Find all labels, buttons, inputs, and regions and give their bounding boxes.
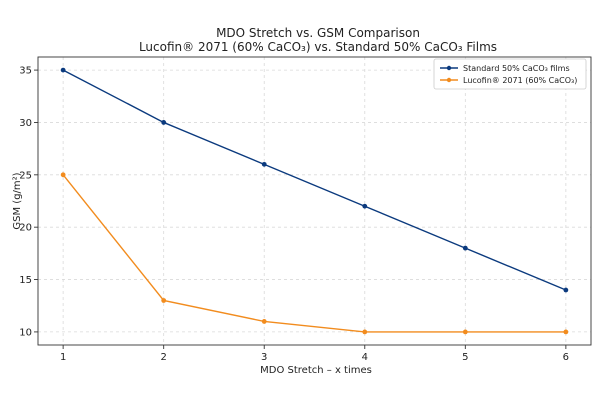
y-tick-label-4: 30 xyxy=(19,118,32,129)
series-0-point-4 xyxy=(462,245,468,251)
series-1-point-4 xyxy=(462,329,468,335)
series-1-point-2 xyxy=(261,319,267,324)
ticks: 1 2 3 4 5 6 10 15 20 25 30 35 xyxy=(19,66,569,363)
series-0-point-2 xyxy=(261,161,267,167)
legend: Standard 50% CaCO₃ films Lucofin® 2071 (6… xyxy=(433,58,587,90)
series-0-point-1 xyxy=(161,120,167,125)
grid xyxy=(38,57,591,345)
series-layer xyxy=(60,67,569,335)
legend-box xyxy=(433,58,587,90)
y-tick-label-1: 15 xyxy=(19,275,32,286)
x-axis-label: MDO Stretch – x times xyxy=(260,365,372,376)
y-tick-label-2: 20 xyxy=(19,223,32,234)
y-tick-label-5: 35 xyxy=(19,66,32,77)
series-1-point-1 xyxy=(161,298,167,303)
axes xyxy=(37,56,592,346)
legend-label-1: Lucofin® 2071 (60% CaCO₃) xyxy=(463,76,577,85)
y-tick-label-0: 10 xyxy=(19,327,32,338)
x-tick-label-1: 2 xyxy=(160,352,166,363)
series-1-point-3 xyxy=(362,329,368,335)
y-axis-label: GSM (g/m²) xyxy=(12,172,23,229)
series-0-point-3 xyxy=(362,203,368,209)
x-tick-label-2: 3 xyxy=(261,352,267,363)
legend-label-0: Standard 50% CaCO₃ films xyxy=(463,64,570,73)
series-0-point-5 xyxy=(563,287,569,293)
legend-marker-0 xyxy=(446,65,452,71)
x-tick-label-3: 4 xyxy=(362,352,368,363)
chart-subtitle: Lucofin® 2071 (60% CaCO₃) vs. Standard 5… xyxy=(139,40,497,54)
series-1-point-0 xyxy=(60,172,66,178)
chart-title: MDO Stretch vs. GSM Comparison xyxy=(216,26,420,40)
x-tick-label-5: 6 xyxy=(563,352,569,363)
legend-marker-1 xyxy=(446,77,452,83)
plot-frame xyxy=(37,56,592,346)
series-1-point-5 xyxy=(563,329,569,335)
y-tick-label-3: 25 xyxy=(19,170,32,181)
series-line-1 xyxy=(62,174,566,333)
series-line-0 xyxy=(62,69,567,291)
series-0-point-0 xyxy=(60,67,66,73)
x-tick-label-0: 1 xyxy=(60,352,66,363)
x-tick-label-4: 5 xyxy=(462,352,468,363)
